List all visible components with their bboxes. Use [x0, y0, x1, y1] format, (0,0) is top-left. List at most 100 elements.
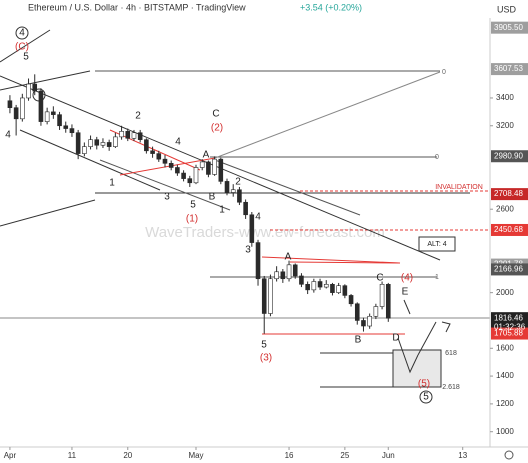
candle-body — [274, 271, 279, 280]
candle-body — [218, 158, 224, 182]
candle-body — [237, 189, 242, 203]
wave-label: 5 — [190, 200, 196, 211]
wave-label: (4) — [401, 273, 413, 284]
candle-body — [230, 189, 236, 193]
x-tick-label: Apr — [4, 451, 17, 460]
y-tick-label: 3400 — [496, 93, 514, 102]
price-badge — [491, 150, 528, 163]
wave-label: 2 — [135, 111, 141, 122]
candle-body — [44, 111, 50, 122]
candle-body — [63, 125, 69, 129]
candle-body — [255, 242, 261, 280]
candle-body — [261, 278, 267, 314]
wave-label: 2 — [235, 177, 241, 188]
wave-label: E — [402, 287, 409, 298]
price-badge-label: 1816.46 — [494, 313, 523, 322]
candle-body — [268, 278, 273, 314]
y-tick-label: 3200 — [496, 121, 514, 130]
price-badge — [491, 63, 528, 76]
candle-body — [193, 167, 199, 184]
candle-body — [125, 131, 131, 139]
candle-body — [181, 172, 186, 179]
candle-body — [119, 131, 124, 138]
candle-body — [373, 306, 379, 317]
candle-body — [311, 281, 317, 291]
wave-circle — [419, 390, 433, 404]
candle-body — [354, 303, 360, 321]
candle-body — [243, 201, 248, 216]
wave-label: 1 — [435, 274, 439, 281]
price-badge-label: 3905.50 — [494, 23, 523, 32]
candle-body — [385, 283, 391, 319]
wave-label: 5 — [423, 392, 429, 403]
candle-body — [7, 100, 13, 108]
wave-label: 3 — [164, 192, 170, 203]
x-tick-label: 11 — [68, 451, 77, 460]
price-badge-label: 2450.68 — [494, 225, 523, 234]
candle-body — [330, 283, 335, 293]
candle-body — [156, 153, 162, 160]
candle-body — [51, 111, 56, 115]
candle-body — [379, 283, 385, 307]
candle-body — [342, 285, 348, 296]
candle-body — [367, 315, 372, 327]
candle-body — [280, 271, 286, 280]
candle-body — [212, 158, 217, 175]
candle-body — [305, 283, 310, 291]
candle-body — [348, 295, 354, 305]
candle-body — [187, 178, 193, 184]
candle-body — [317, 281, 323, 288]
wave-label: 618 — [445, 350, 457, 357]
candle-body — [144, 139, 149, 152]
wave-label: C — [212, 109, 219, 120]
price-badge — [491, 188, 528, 201]
price-badge — [491, 21, 528, 34]
wave-label: 5 — [261, 340, 267, 351]
candle-body — [131, 132, 137, 139]
wave-label: 4 — [255, 212, 261, 223]
candle-body — [13, 107, 19, 120]
candle-body — [94, 139, 100, 146]
wave-label: INVALIDATION — [435, 184, 483, 191]
wave-label: 0 — [442, 69, 446, 76]
y-tick-label: 2000 — [496, 288, 514, 297]
candle-body — [26, 83, 31, 99]
wave-label: B — [355, 335, 362, 346]
candle-body — [168, 163, 174, 168]
wave-label: 5 — [23, 52, 29, 63]
wave-label: D — [392, 333, 399, 344]
price-badge — [491, 312, 528, 333]
wave-circle — [15, 26, 29, 40]
y-tick-label: 2600 — [496, 204, 514, 213]
candle-body — [224, 181, 230, 193]
price-badge — [491, 223, 528, 236]
candle-body — [206, 161, 211, 175]
candle-body — [292, 264, 298, 277]
candle-body — [32, 83, 38, 92]
candle-body — [75, 132, 81, 154]
price-badge-label: 3607.53 — [494, 64, 523, 73]
wave-label: ALT: 4 — [427, 241, 446, 248]
countdown: 01:32:36 — [494, 322, 526, 331]
candle-body — [20, 97, 25, 120]
x-tick-label: 13 — [458, 451, 467, 460]
y-tick-label: 1400 — [496, 371, 514, 380]
settings-icon[interactable] — [504, 450, 514, 460]
drawings — [0, 29, 490, 388]
wave-label: 1 — [219, 205, 225, 216]
candle-body — [57, 114, 62, 127]
wave-label: 1 — [109, 178, 115, 189]
price-badge — [491, 327, 528, 340]
candle-body — [286, 264, 292, 280]
candle-body — [88, 139, 93, 147]
wave-label: 4 — [19, 28, 25, 39]
symbol-title: Ethereum / U.S. Dollar · 4h · BITSTAMP ·… — [28, 2, 246, 12]
x-tick-label: 20 — [123, 451, 132, 460]
candle-body — [299, 275, 304, 285]
price-badge-label: 2166.96 — [494, 265, 523, 274]
candle-body — [199, 161, 205, 168]
wave-label: C — [376, 273, 383, 284]
wave-label: (5) — [418, 379, 430, 390]
candle-body — [361, 320, 366, 327]
y-tick-label: 1600 — [496, 343, 514, 352]
